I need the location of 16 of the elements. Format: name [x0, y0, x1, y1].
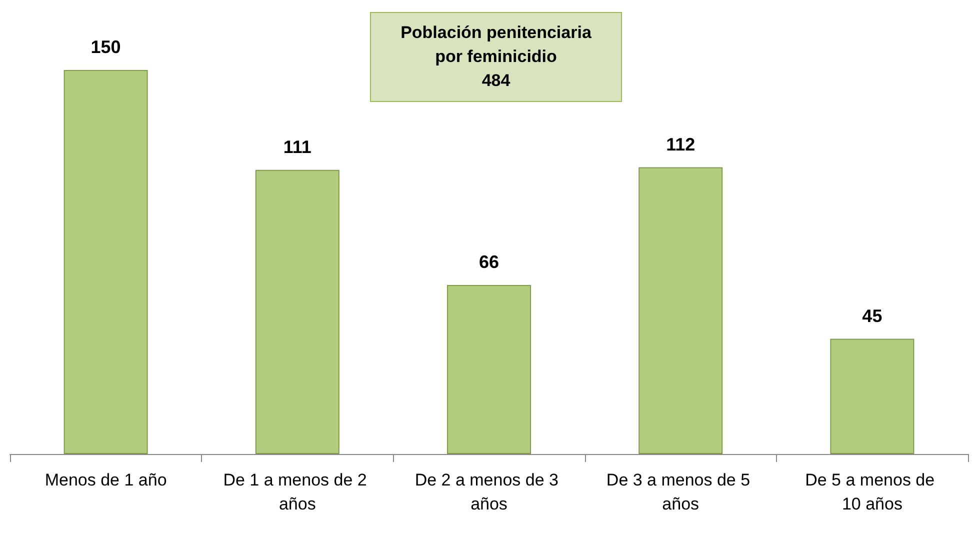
x-tick-label: De 2 a menos de 3 años — [414, 470, 564, 514]
x-tick-label: De 1 a menos de 2 años — [223, 470, 372, 514]
bar — [64, 70, 148, 454]
bar — [255, 170, 340, 454]
x-tick-label: De 5 a menos de 10 años — [805, 470, 940, 514]
x-tick-label: Menos de 1 año — [44, 470, 167, 490]
bar — [638, 167, 723, 454]
title-box: Población penitenciaria por feminicidio 484 — [370, 12, 622, 102]
data-label: 66 — [478, 252, 500, 272]
x-tick-label: De 3 a menos de 5 años — [606, 470, 755, 514]
bar — [447, 285, 531, 454]
bar — [830, 338, 914, 454]
data-label: 112 — [666, 134, 696, 154]
data-label: 45 — [862, 306, 882, 326]
data-label: 150 — [90, 37, 121, 57]
data-label: 111 — [283, 136, 312, 157]
